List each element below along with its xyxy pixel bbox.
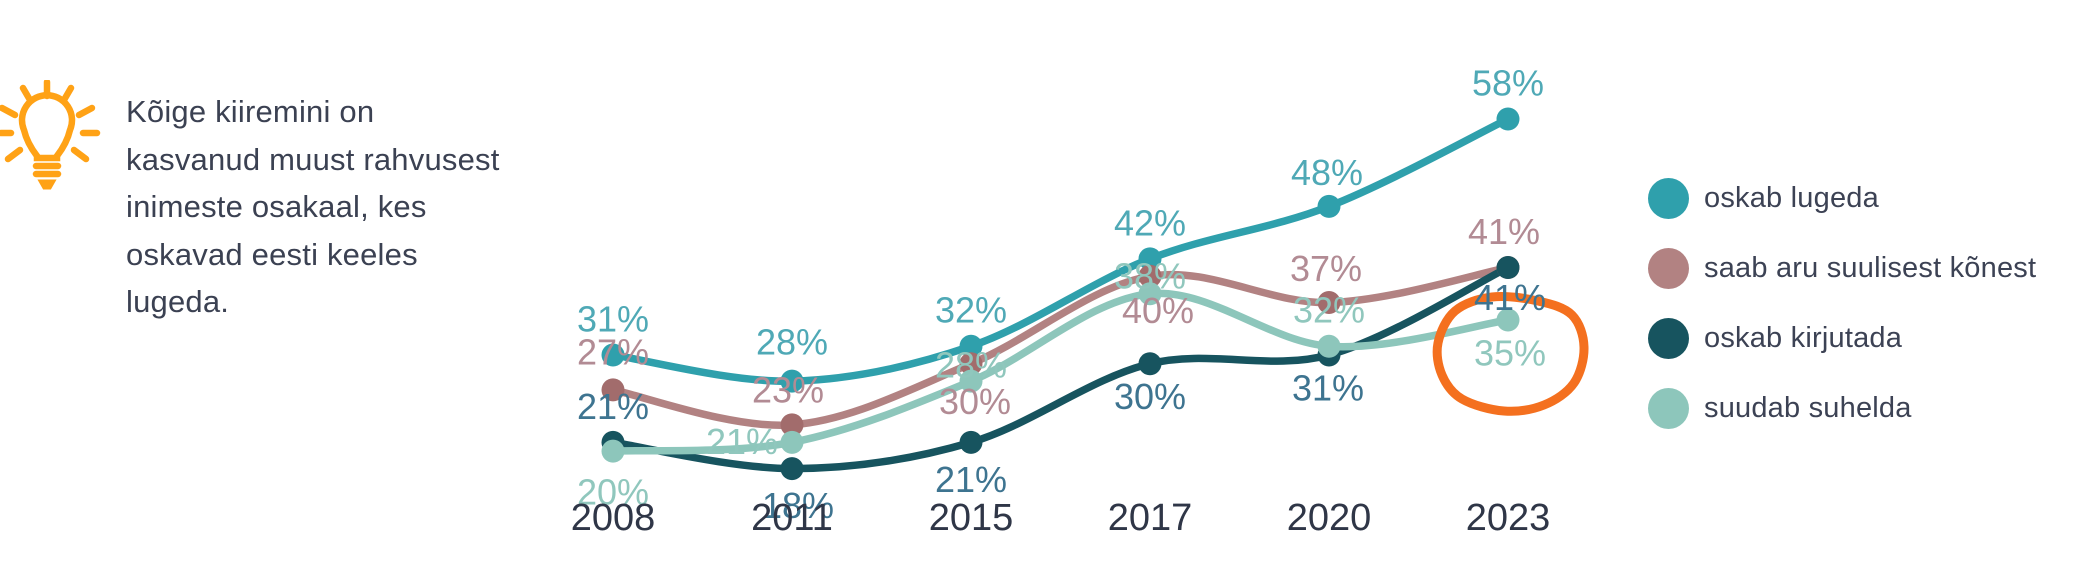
value-label-oskab-lugeda-2017: 42% [1114, 202, 1186, 243]
data-point-oskab-lugeda-2011 [780, 369, 804, 393]
data-point-saab-aru-suulisest-k-nest-2011 [780, 413, 804, 437]
value-label-suudab-suhelda-2017: 38% [1114, 255, 1186, 296]
value-label-oskab-lugeda-2023: 58% [1472, 62, 1544, 103]
legend-swatch-suudab-suhelda [1648, 388, 1689, 430]
value-label-oskab-kirjutada-2023: 41% [1474, 277, 1546, 318]
series-line-oskab-lugeda [609, 115, 1512, 385]
legend: oskab lugeda saab aru suulisest kõnest osk… [1648, 0, 2076, 470]
series-line-suudab-suhelda [609, 289, 1512, 455]
data-point-suudab-suhelda-2017 [1138, 282, 1162, 306]
data-point-suudab-suhelda-2020 [1317, 334, 1341, 358]
value-label-suudab-suhelda-2020: 32% [1293, 290, 1365, 331]
data-point-suudab-suhelda-2023 [1496, 308, 1520, 332]
legend-swatch-saab-aru-suulisest-k-nest [1648, 247, 1689, 289]
value-label-saab-aru-suulisest-k-nest-2017: 40% [1122, 290, 1194, 331]
year-label-2023: 2023 [1466, 497, 1551, 539]
highlight-circle-annotation [1432, 292, 1589, 416]
legend-swatch-oskab-lugeda [1648, 177, 1689, 219]
value-label-oskab-kirjutada-2017: 30% [1114, 376, 1186, 417]
data-point-oskab-lugeda-2017 [1138, 247, 1162, 271]
value-label-oskab-lugeda-2015: 32% [935, 290, 1007, 331]
data-point-saab-aru-suulisest-k-nest-2015 [959, 352, 983, 376]
data-point-oskab-kirjutada-2015 [959, 430, 983, 454]
legend-item-saab-aru-suulisest-k-nest: saab aru suulisest kõnest [1648, 246, 2036, 290]
value-label-saab-aru-suulisest-k-nest-2011: 23% [752, 369, 824, 410]
legend-swatch-oskab-kirjutada [1648, 318, 1689, 360]
legend-item-suudab-suhelda: suudab suhelda [1648, 387, 1912, 431]
value-label-oskab-lugeda-2020: 48% [1291, 152, 1363, 193]
insight-text: Kõige kiiremini on kasvanud muust rahvus… [126, 94, 500, 319]
series-line-saab-aru-suulisest-k-nest [609, 263, 1512, 430]
data-point-oskab-kirjutada-2023 [1496, 256, 1520, 280]
value-label-oskab-kirjutada-2020: 31% [1292, 367, 1364, 408]
year-label-2015: 2015 [929, 497, 1014, 539]
data-point-oskab-kirjutada-2011 [780, 457, 804, 481]
value-label-suudab-suhelda-2015: 28% [935, 345, 1007, 386]
value-label-suudab-suhelda-2023: 35% [1474, 333, 1546, 374]
year-label-2011: 2011 [751, 497, 833, 539]
data-point-suudab-suhelda-2015 [959, 369, 983, 393]
lightbulb-icon [0, 80, 101, 190]
value-label-saab-aru-suulisest-k-nest-2020: 37% [1290, 248, 1362, 289]
year-label-2008: 2008 [571, 497, 656, 539]
year-label-2017: 2017 [1108, 497, 1193, 539]
value-label-oskab-kirjutada-2015: 21% [935, 459, 1007, 500]
data-point-oskab-kirjutada-2017 [1138, 352, 1162, 376]
value-label-oskab-kirjutada-2008: 21% [577, 386, 649, 427]
data-point-saab-aru-suulisest-k-nest-2008 [601, 378, 625, 402]
data-point-oskab-lugeda-2015 [959, 334, 983, 358]
value-label-saab-aru-suulisest-k-nest-2023: 41% [1468, 211, 1540, 252]
value-label-saab-aru-suulisest-k-nest-2015: 30% [939, 381, 1011, 422]
data-point-suudab-suhelda-2008 [601, 439, 625, 463]
value-label-oskab-lugeda-2011: 28% [756, 322, 828, 363]
insight-callout: Kõige kiiremini on kasvanud muust rahvus… [0, 0, 520, 400]
value-label-oskab-lugeda-2008: 31% [577, 298, 649, 339]
data-point-saab-aru-suulisest-k-nest-2017 [1138, 264, 1162, 288]
data-point-oskab-lugeda-2008 [601, 343, 625, 367]
value-label-suudab-suhelda-2008: 20% [577, 472, 649, 513]
legend-label: oskab lugeda [1704, 181, 1879, 214]
data-point-oskab-lugeda-2020 [1317, 194, 1341, 218]
legend-item-oskab-kirjutada: oskab kirjutada [1648, 317, 1902, 361]
value-label-suudab-suhelda-2011: 21% [706, 421, 778, 462]
value-label-oskab-kirjutada-2011: 18% [762, 485, 834, 526]
data-point-saab-aru-suulisest-k-nest-2020 [1317, 291, 1341, 315]
year-label-2020: 2020 [1287, 497, 1372, 539]
data-point-suudab-suhelda-2011 [780, 430, 804, 454]
value-label-saab-aru-suulisest-k-nest-2008: 27% [577, 331, 649, 372]
legend-label: oskab kirjutada [1704, 322, 1903, 355]
legend-label: saab aru suulisest kõnest [1704, 251, 2037, 284]
legend-item-oskab-lugeda: oskab lugeda [1648, 176, 1879, 220]
data-point-oskab-lugeda-2023 [1496, 107, 1520, 131]
legend-label: suudab suhelda [1704, 392, 1912, 425]
